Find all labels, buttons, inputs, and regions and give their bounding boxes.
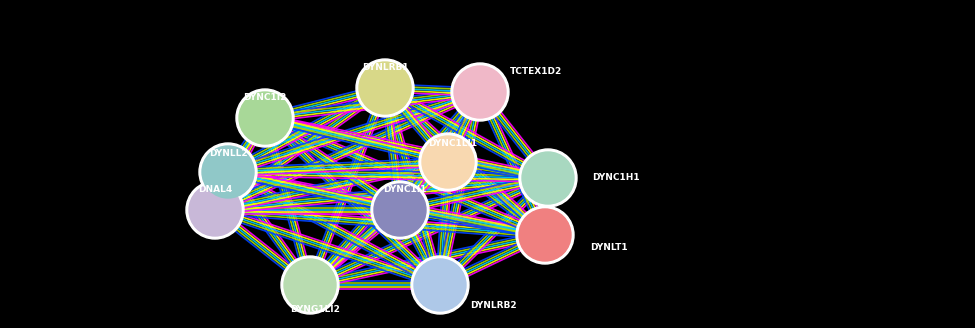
Text: DYNG1LI2: DYNG1LI2 <box>291 305 340 315</box>
Circle shape <box>284 259 336 311</box>
Circle shape <box>199 143 257 201</box>
Text: DYNLT1: DYNLT1 <box>590 243 628 253</box>
Circle shape <box>519 149 577 207</box>
Circle shape <box>281 256 339 314</box>
Circle shape <box>422 136 474 188</box>
Text: DYNLL2: DYNLL2 <box>209 149 248 157</box>
Circle shape <box>371 181 429 239</box>
Circle shape <box>411 256 469 314</box>
Circle shape <box>236 89 294 147</box>
Text: DYNC1I1: DYNC1I1 <box>383 186 427 195</box>
Circle shape <box>516 206 574 264</box>
Circle shape <box>359 62 411 114</box>
Circle shape <box>239 92 291 144</box>
Circle shape <box>414 259 466 311</box>
Circle shape <box>419 133 477 191</box>
Text: DYNC1I2: DYNC1I2 <box>244 93 287 102</box>
Circle shape <box>356 59 414 117</box>
Text: DNAL4: DNAL4 <box>198 186 232 195</box>
Circle shape <box>451 63 509 121</box>
Circle shape <box>454 66 506 118</box>
Circle shape <box>519 209 571 261</box>
Circle shape <box>186 181 244 239</box>
Circle shape <box>374 184 426 236</box>
Text: DYNLRB1: DYNLRB1 <box>362 64 409 72</box>
Text: TCTEX1D2: TCTEX1D2 <box>510 68 563 76</box>
Circle shape <box>202 146 254 198</box>
Text: DYNC1LI1: DYNC1LI1 <box>428 138 478 148</box>
Circle shape <box>189 184 241 236</box>
Text: DYNLRB2: DYNLRB2 <box>470 300 517 310</box>
Circle shape <box>522 152 574 204</box>
Text: DYNC1H1: DYNC1H1 <box>592 174 640 182</box>
